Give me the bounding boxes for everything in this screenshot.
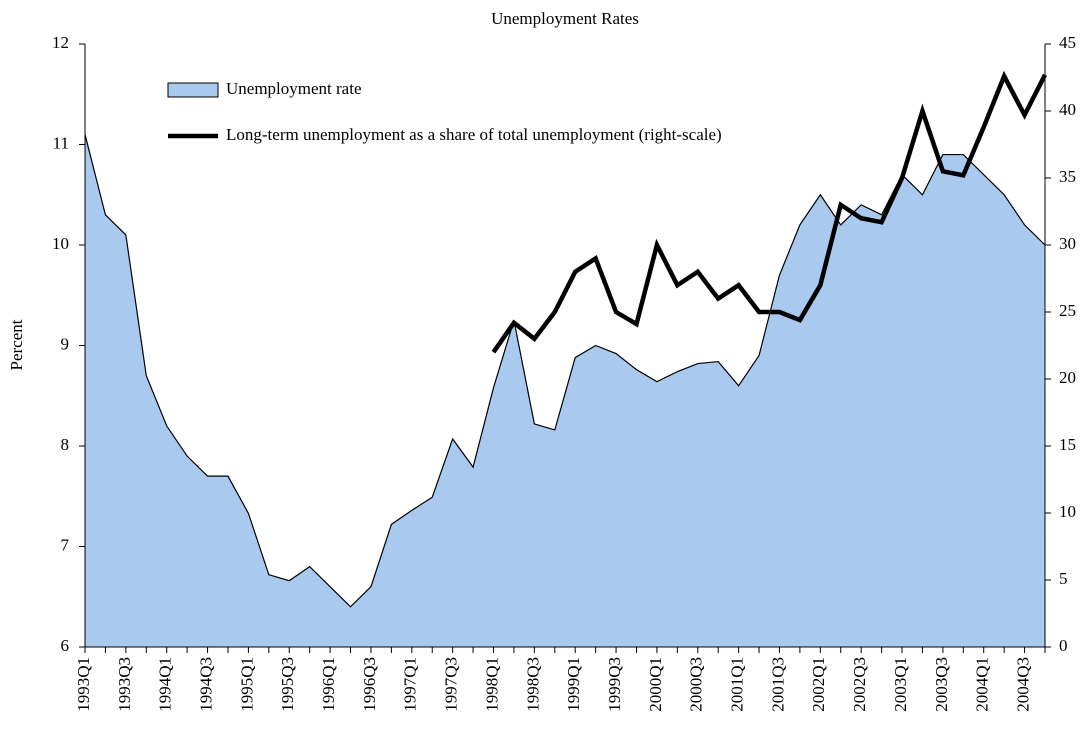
x-tick-label: 2004Q3 — [1013, 657, 1032, 712]
x-tick-label: 1995Q3 — [278, 657, 297, 712]
area-outline — [84, 134, 1046, 608]
legend: Unemployment rate Long-term unemployment … — [167, 79, 722, 144]
x-tick-label: 2003Q3 — [932, 657, 951, 712]
y-tick-label: 7 — [61, 535, 70, 554]
x-tick-label: 1995Q1 — [237, 657, 256, 712]
y-tick-label: 8 — [61, 435, 70, 454]
x-tick-label: 1999Q3 — [605, 657, 624, 712]
plot-area — [84, 70, 1048, 647]
chart-title: Unemployment Rates — [491, 9, 639, 28]
x-tick-label: 1994Q1 — [156, 657, 175, 712]
x-tick-label: 1998Q1 — [482, 657, 501, 712]
x-tick-label: 1993Q3 — [115, 657, 134, 712]
x-tick-label: 2001Q1 — [728, 657, 747, 712]
x-tick-label: 2003Q1 — [891, 657, 910, 712]
y2-tick-label: 25 — [1059, 301, 1076, 320]
y-tick-label: 9 — [61, 334, 70, 353]
y-tick-label: 6 — [61, 636, 70, 655]
legend-label: Unemployment rate — [226, 79, 362, 98]
x-tick-label: 2002Q3 — [850, 657, 869, 712]
x-tick-label: 2004Q1 — [973, 657, 992, 712]
y2-tick-label: 35 — [1059, 167, 1076, 186]
y2-tick-label: 15 — [1059, 435, 1076, 454]
y-axis-label: Percent — [7, 319, 26, 370]
x-tick-label: 1997Q1 — [401, 657, 420, 712]
legend-swatch — [167, 82, 219, 98]
y-tick-label: 10 — [52, 234, 69, 253]
x-tick-label: 1996Q1 — [319, 657, 338, 712]
y2-tick-label: 30 — [1059, 234, 1076, 253]
x-tick-label: 1999Q1 — [564, 657, 583, 712]
x-tick-label: 2001Q3 — [768, 657, 787, 712]
x-tick-label: 1994Q3 — [196, 657, 215, 712]
y2-tick-label: 20 — [1059, 368, 1076, 387]
line — [491, 70, 1048, 354]
x-tick-label: 2002Q1 — [809, 657, 828, 712]
y-tick-label: 11 — [53, 133, 69, 152]
legend-label: Long-term unemployment as a share of tot… — [226, 125, 722, 144]
x-tick-label: 2000Q3 — [687, 657, 706, 712]
x-tick-label: 1998Q3 — [523, 657, 542, 712]
x-tick-label: 1993Q1 — [74, 657, 93, 712]
area — [85, 134, 1045, 647]
x-tick-label: 1996Q3 — [360, 657, 379, 712]
y2-tick-label: 5 — [1059, 569, 1068, 588]
y2-tick-label: 40 — [1059, 100, 1076, 119]
y2-tick-label: 0 — [1059, 636, 1068, 655]
x-tick-label: 2000Q1 — [646, 657, 665, 712]
y-tick-label: 12 — [52, 33, 69, 52]
y2-tick-label: 10 — [1059, 502, 1076, 521]
y2-tick-label: 45 — [1059, 33, 1076, 52]
x-tick-label: 1997Q3 — [442, 657, 461, 712]
